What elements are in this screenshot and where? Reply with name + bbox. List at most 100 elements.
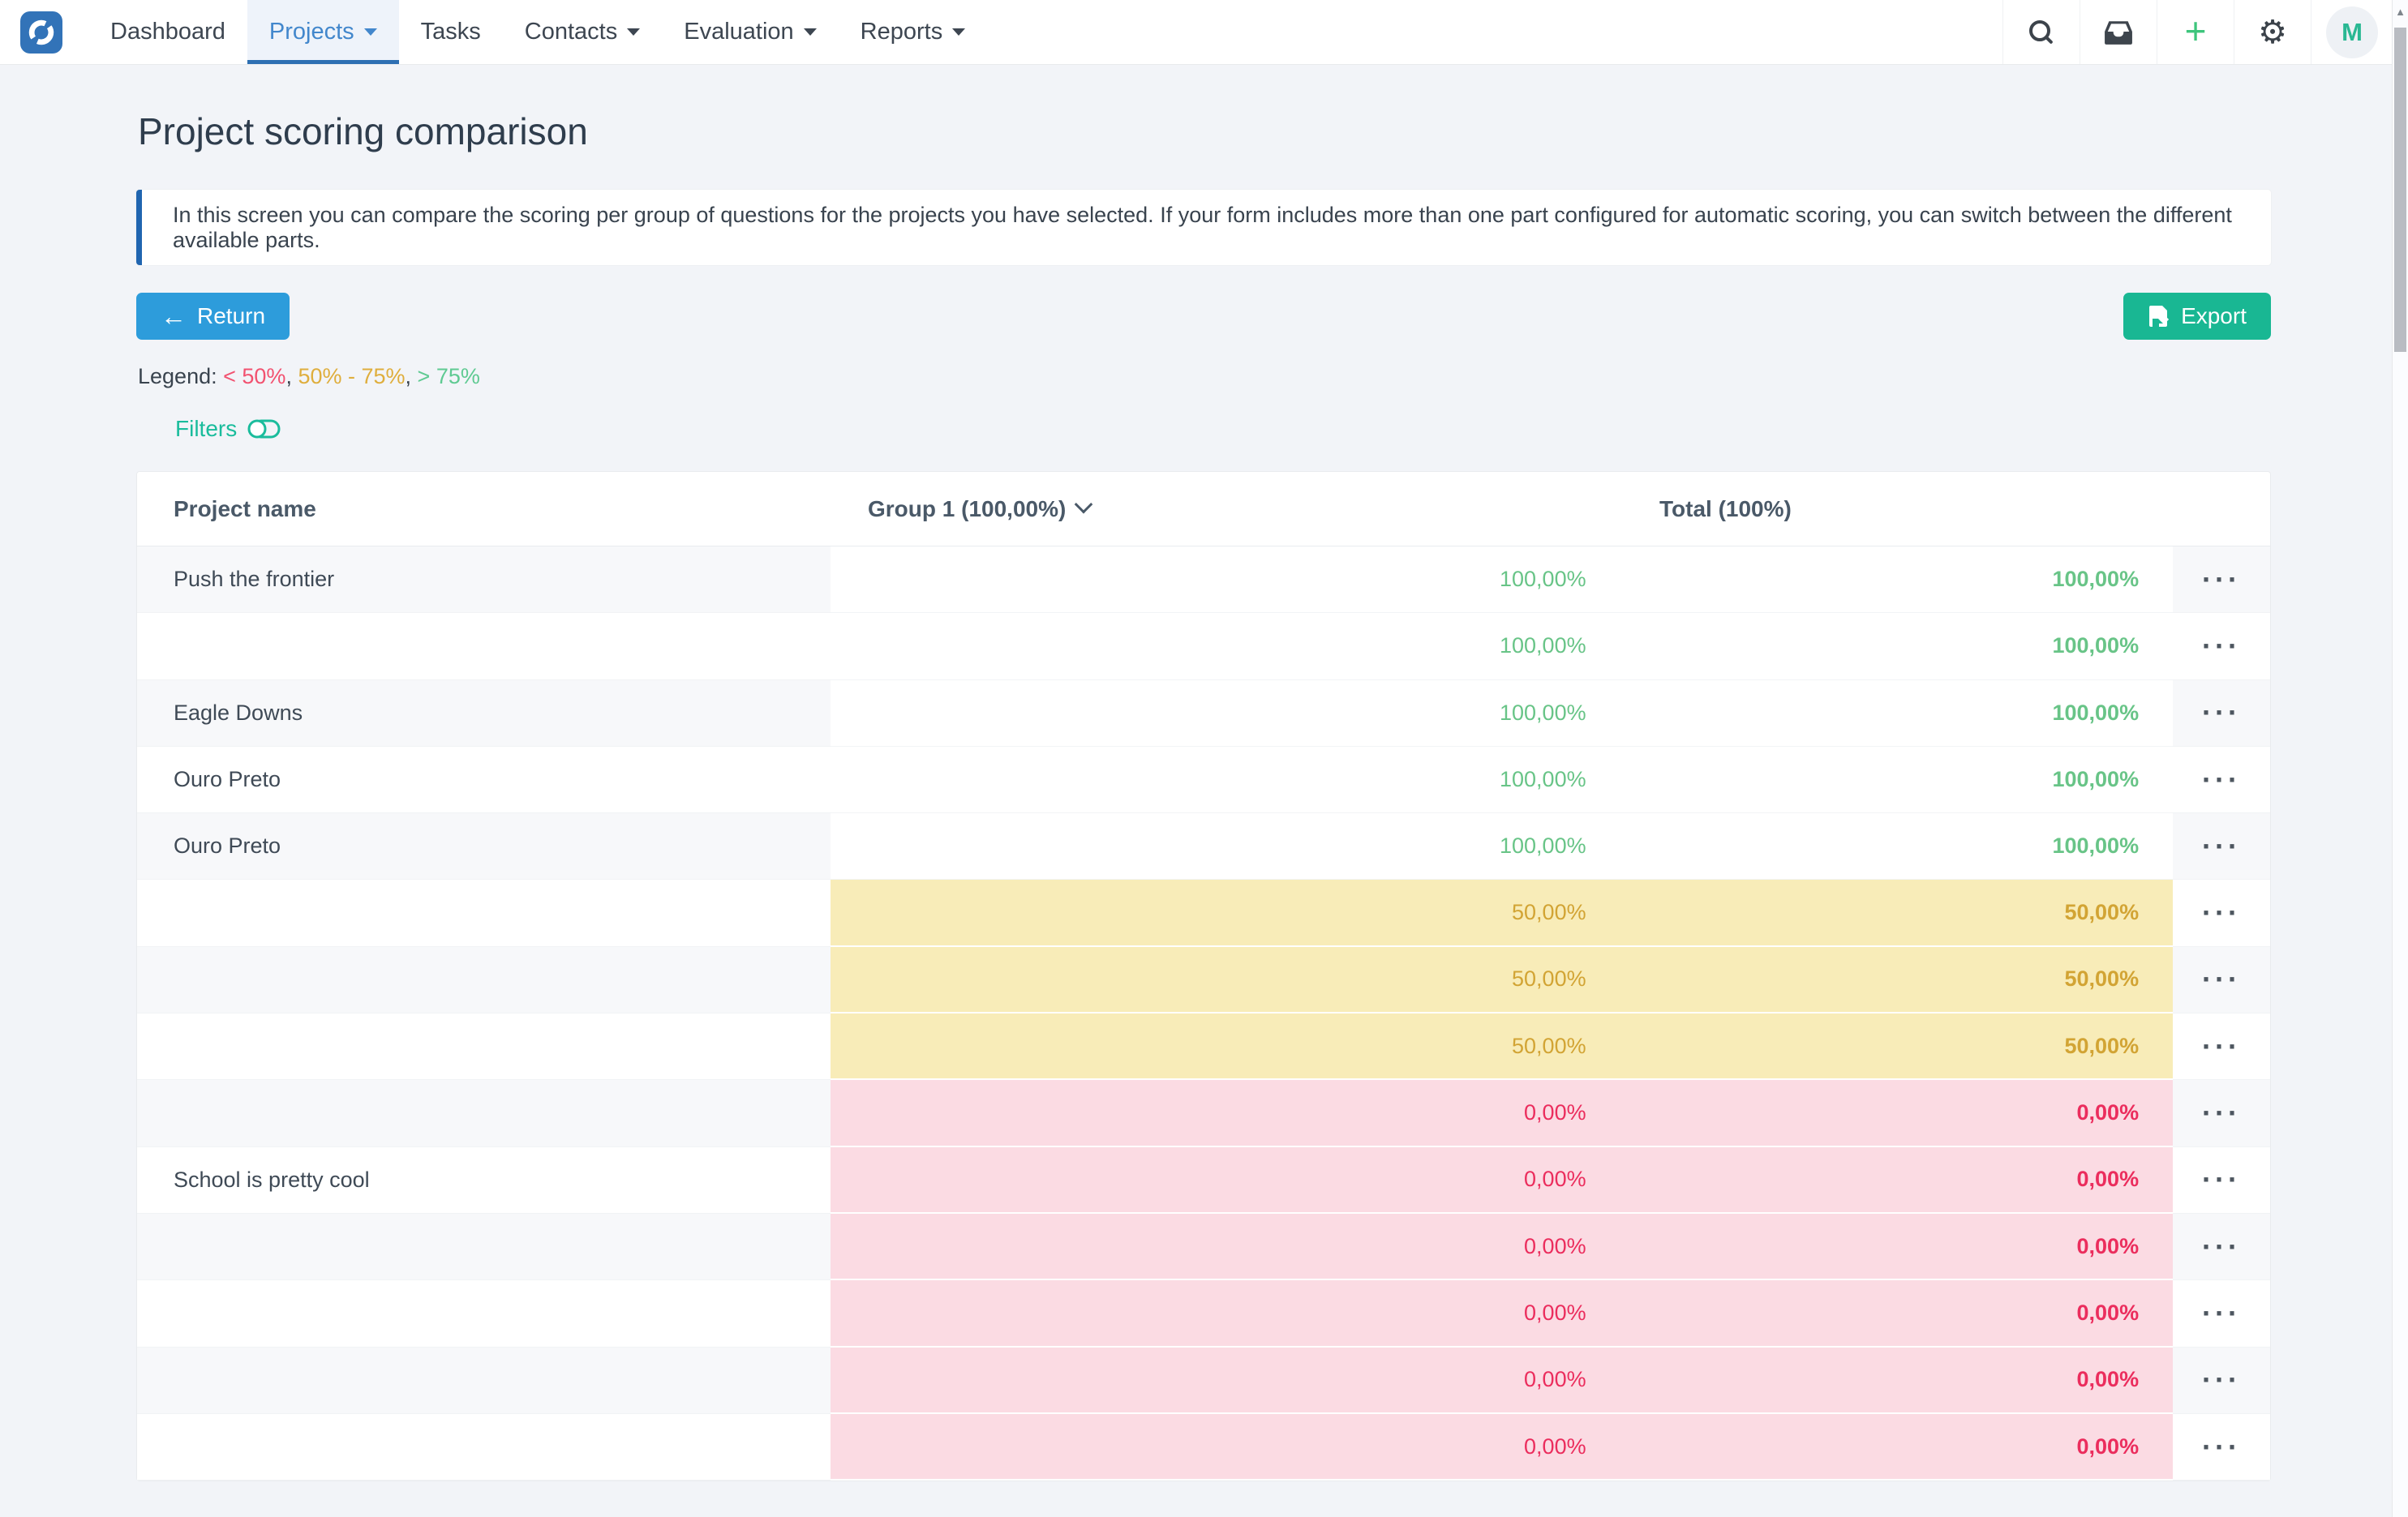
avatar: M: [2326, 6, 2378, 58]
plus-icon: +: [2184, 9, 2207, 52]
nav-item-contacts[interactable]: Contacts: [503, 0, 662, 64]
project-name-cell: [137, 613, 831, 680]
total-score-cell: 100,00%: [1621, 546, 2174, 614]
group1-score-cell: 0,00%: [831, 1413, 1622, 1481]
row-actions-button[interactable]: ···: [2173, 613, 2270, 680]
project-name-cell: Push the frontier: [137, 546, 831, 614]
group1-score-cell: 50,00%: [831, 946, 1622, 1014]
settings-button[interactable]: ⚙: [2234, 0, 2311, 64]
add-button[interactable]: +: [2157, 0, 2234, 64]
nav-item-label: Projects: [268, 19, 354, 45]
row-actions-button[interactable]: ···: [2173, 946, 2270, 1014]
total-score-cell: 0,00%: [1621, 1413, 2174, 1481]
row-actions-button[interactable]: ···: [2173, 546, 2270, 614]
project-name-cell: [137, 880, 831, 947]
project-name-cell: [137, 946, 831, 1014]
scroll-up-icon[interactable]: ▲: [2395, 6, 2406, 18]
navbar-actions: + ⚙ M: [2002, 0, 2393, 64]
project-name-cell: [137, 1213, 831, 1281]
column-header-group1[interactable]: Group 1 (100,00%): [831, 495, 1623, 522]
table-row: Push the frontier 100,00% 100,00% ···: [137, 546, 2270, 614]
nav-item-dashboard[interactable]: Dashboard: [88, 0, 247, 64]
table-row: 0,00% 0,00% ···: [137, 1080, 2270, 1147]
group1-score-cell: 0,00%: [831, 1213, 1622, 1281]
info-banner: In this screen you can compare the scori…: [136, 190, 2271, 265]
nav-item-label: Reports: [860, 19, 943, 45]
table-row: Ouro Preto 100,00% 100,00% ···: [137, 746, 2270, 814]
group1-score-cell: 50,00%: [831, 880, 1622, 947]
project-name-cell: School is pretty cool: [137, 1146, 831, 1214]
column-header-total: Total (100%): [1659, 495, 1792, 521]
vertical-scrollbar[interactable]: ▲: [2392, 0, 2408, 1517]
table-row: 0,00% 0,00% ···: [137, 1347, 2270, 1414]
return-button-label: Return: [197, 303, 266, 328]
score-legend: Legend: < 50%, 50% - 75%, > 75%: [138, 364, 480, 388]
nav-item-projects[interactable]: Projects: [247, 0, 399, 64]
file-export-icon: [2149, 306, 2170, 327]
logo-ring-icon: [28, 19, 54, 45]
nav-item-label: Evaluation: [684, 19, 794, 45]
row-actions-button[interactable]: ···: [2173, 1280, 2270, 1348]
total-score-cell: 0,00%: [1621, 1080, 2174, 1147]
inbox-icon: [2105, 20, 2132, 45]
nav-item-evaluation[interactable]: Evaluation: [662, 0, 838, 64]
chevron-down-icon: [1074, 495, 1093, 513]
project-name-cell: Ouro Preto: [137, 746, 831, 814]
nav-item-label: Tasks: [420, 19, 481, 45]
table-row: Eagle Downs 100,00% 100,00% ···: [137, 679, 2270, 747]
caret-down-icon: [627, 28, 641, 36]
nav-item-label: Contacts: [524, 19, 618, 45]
group1-score-cell: 100,00%: [831, 813, 1622, 881]
nav-item-reports[interactable]: Reports: [839, 0, 988, 64]
project-name-cell: [137, 1013, 831, 1081]
table-row: School is pretty cool 0,00% 0,00% ···: [137, 1146, 2270, 1214]
row-actions-button[interactable]: ···: [2173, 1080, 2270, 1147]
top-navbar: Dashboard Projects Tasks Contacts Evaluation…: [0, 0, 2408, 65]
row-actions-button[interactable]: ···: [2173, 679, 2270, 747]
total-score-cell: 0,00%: [1621, 1146, 2174, 1214]
row-actions-button[interactable]: ···: [2173, 1013, 2270, 1081]
search-icon: [2029, 19, 2054, 45]
table-row: 0,00% 0,00% ···: [137, 1280, 2270, 1348]
caret-down-icon: [363, 28, 377, 36]
project-name-cell: [137, 1080, 831, 1147]
group1-score-cell: 0,00%: [831, 1347, 1622, 1414]
row-actions-button[interactable]: ···: [2173, 1146, 2270, 1214]
table-row: 0,00% 0,00% ···: [137, 1213, 2270, 1281]
app-logo[interactable]: [20, 11, 62, 54]
arrow-left-icon: ←: [161, 302, 187, 331]
actions-row: ← Return Export: [136, 293, 2271, 340]
project-name-cell: Eagle Downs: [137, 679, 831, 747]
return-button[interactable]: ← Return: [136, 293, 290, 340]
table-body: Push the frontier 100,00% 100,00% ··· 100,00…: [137, 546, 2270, 1481]
gear-icon: ⚙: [2258, 14, 2287, 50]
legend-item: 50% - 75%: [298, 364, 406, 388]
export-button[interactable]: Export: [2123, 293, 2271, 340]
page-title: Project scoring comparison: [138, 110, 588, 152]
legend-item: < 50%: [223, 364, 286, 388]
row-actions-button[interactable]: ···: [2173, 746, 2270, 814]
total-score-cell: 50,00%: [1621, 946, 2174, 1014]
group1-score-cell: 100,00%: [831, 546, 1622, 614]
row-actions-button[interactable]: ···: [2173, 1347, 2270, 1414]
export-button-label: Export: [2181, 303, 2247, 328]
row-actions-button[interactable]: ···: [2173, 1213, 2270, 1281]
scrollbar-thumb[interactable]: [2394, 28, 2406, 352]
inbox-button[interactable]: [2080, 0, 2157, 64]
table-row: Ouro Preto 100,00% 100,00% ···: [137, 813, 2270, 881]
nav-item-tasks[interactable]: Tasks: [399, 0, 503, 64]
total-score-cell: 50,00%: [1621, 880, 2174, 947]
row-actions-button[interactable]: ···: [2173, 1413, 2270, 1481]
table-row: 50,00% 50,00% ···: [137, 946, 2270, 1014]
filters-toggle[interactable]: Filters: [175, 416, 281, 442]
search-button[interactable]: [2002, 0, 2080, 64]
group1-score-cell: 50,00%: [831, 1013, 1622, 1081]
scoring-table: Project name Group 1 (100,00%) Total (10…: [136, 471, 2271, 1482]
nav-item-label: Dashboard: [110, 19, 225, 45]
row-actions-button[interactable]: ···: [2173, 880, 2270, 947]
total-score-cell: 0,00%: [1621, 1280, 2174, 1348]
user-menu[interactable]: M: [2311, 0, 2393, 64]
row-actions-button[interactable]: ···: [2173, 813, 2270, 881]
toggle-icon: [247, 419, 281, 439]
group1-score-cell: 0,00%: [831, 1146, 1622, 1214]
